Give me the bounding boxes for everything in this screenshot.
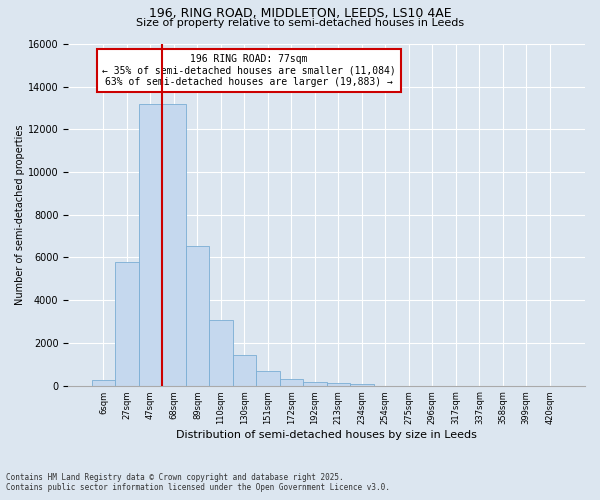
Text: 196 RING ROAD: 77sqm
← 35% of semi-detached houses are smaller (11,084)
63% of s: 196 RING ROAD: 77sqm ← 35% of semi-detac… xyxy=(102,54,396,88)
Bar xyxy=(256,371,280,386)
Bar xyxy=(139,104,162,386)
Bar xyxy=(233,354,256,386)
Text: Size of property relative to semi-detached houses in Leeds: Size of property relative to semi-detach… xyxy=(136,18,464,28)
Bar xyxy=(185,246,209,386)
Bar xyxy=(350,384,374,386)
Text: 196, RING ROAD, MIDDLETON, LEEDS, LS10 4AE: 196, RING ROAD, MIDDLETON, LEEDS, LS10 4… xyxy=(149,8,451,20)
Bar xyxy=(280,379,303,386)
Bar xyxy=(209,320,233,386)
Bar xyxy=(326,383,350,386)
Bar xyxy=(115,262,139,386)
Y-axis label: Number of semi-detached properties: Number of semi-detached properties xyxy=(15,124,25,305)
X-axis label: Distribution of semi-detached houses by size in Leeds: Distribution of semi-detached houses by … xyxy=(176,430,477,440)
Text: Contains HM Land Registry data © Crown copyright and database right 2025.
Contai: Contains HM Land Registry data © Crown c… xyxy=(6,473,390,492)
Bar xyxy=(162,104,185,386)
Bar xyxy=(92,380,115,386)
Bar xyxy=(303,382,326,386)
